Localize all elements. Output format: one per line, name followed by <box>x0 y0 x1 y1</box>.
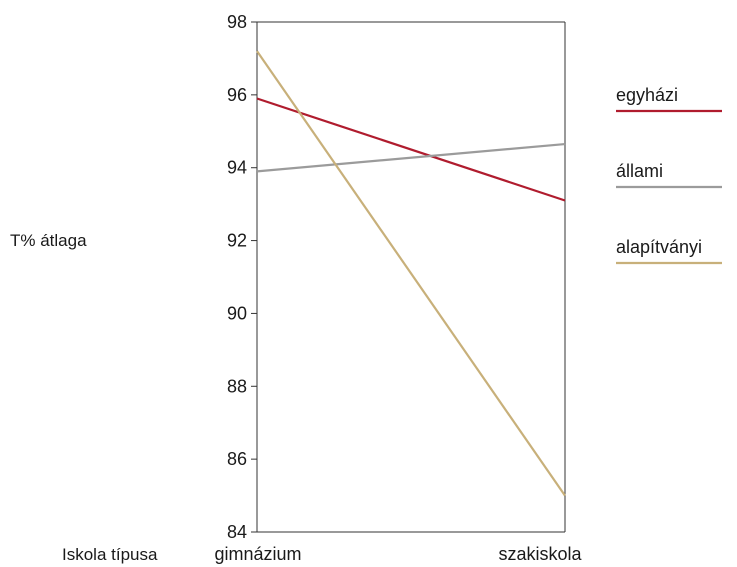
y-axis-title: T% átlaga <box>10 231 87 250</box>
series-line-2 <box>256 50 566 497</box>
legend-label: állami <box>616 161 663 181</box>
y-tick-label: 86 <box>227 449 247 469</box>
y-tick-label: 88 <box>227 376 247 396</box>
x-category-label: szakiskola <box>498 544 582 564</box>
x-category-label: gimnázium <box>214 544 301 564</box>
y-tick-label: 94 <box>227 158 247 178</box>
x-axis-title: Iskola típusa <box>62 545 158 564</box>
y-tick-label: 92 <box>227 231 247 251</box>
y-tick-label: 84 <box>227 522 247 542</box>
y-tick-label: 90 <box>227 303 247 323</box>
legend: egyházi állami alapítványi <box>616 85 722 265</box>
legend-label: egyházi <box>616 85 678 105</box>
y-tick-label: 96 <box>227 85 247 105</box>
y-tick-label: 98 <box>227 12 247 32</box>
x-axis-categories: gimnázium szakiskola <box>214 544 582 564</box>
series-lines <box>256 50 566 497</box>
legend-label: alapítványi <box>616 237 702 257</box>
plot-area <box>256 21 566 533</box>
series-line-1 <box>256 142 566 173</box>
y-axis-ticks: 84 86 88 90 92 94 96 98 <box>227 12 257 542</box>
series-line-0 <box>256 97 566 202</box>
